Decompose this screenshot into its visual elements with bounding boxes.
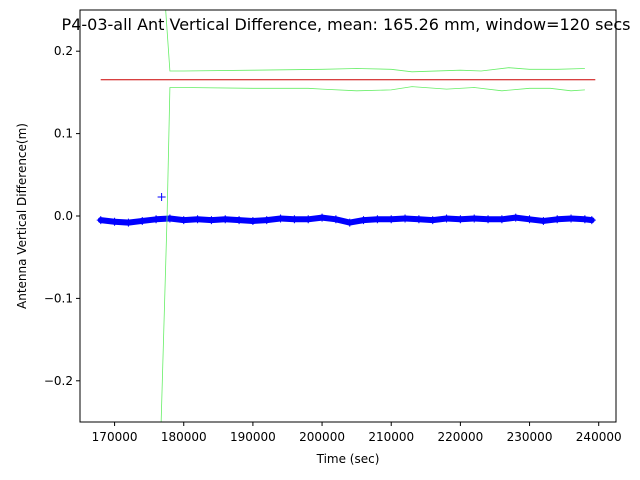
measurement-point bbox=[428, 216, 437, 225]
y-tick-label: −0.2 bbox=[44, 374, 73, 388]
measurement-point bbox=[96, 216, 105, 225]
measurement-point bbox=[414, 215, 423, 224]
measurement-point bbox=[387, 215, 396, 224]
measurement-point bbox=[497, 215, 506, 224]
measurement-point bbox=[152, 215, 161, 224]
y-tick-label: −0.1 bbox=[44, 291, 73, 305]
measurement-point bbox=[511, 213, 520, 222]
x-tick-label: 170000 bbox=[92, 430, 138, 444]
x-axis-label: Time (sec) bbox=[316, 452, 380, 466]
measurement-point bbox=[262, 216, 271, 225]
y-axis-label: Antenna Vertical Difference(m) bbox=[15, 123, 29, 309]
measurement-point bbox=[553, 215, 562, 224]
y-tick-label: 0.0 bbox=[54, 209, 73, 223]
upper-bound-line bbox=[165, 10, 585, 73]
measurement-point bbox=[442, 214, 451, 223]
measurement-point bbox=[580, 215, 589, 224]
measurement-point bbox=[484, 215, 493, 224]
measurement-point bbox=[318, 213, 327, 222]
measurement-point bbox=[401, 214, 410, 223]
measurement-point bbox=[359, 216, 368, 225]
measurement-point bbox=[248, 216, 257, 225]
y-axis: 0.2 0.1 0.0 −0.1 −0.2 bbox=[44, 44, 80, 388]
chart-title: P4-03-all Ant Vertical Difference, mean:… bbox=[62, 15, 631, 34]
measurement-point bbox=[331, 215, 340, 224]
x-tick-label: 240000 bbox=[576, 430, 622, 444]
outlier-point bbox=[157, 193, 166, 202]
x-tick-label: 230000 bbox=[507, 430, 553, 444]
measurement-point bbox=[567, 214, 576, 223]
plot-area bbox=[96, 10, 596, 422]
measurement-point bbox=[290, 215, 299, 224]
measurement-point bbox=[470, 214, 479, 223]
measurement-point bbox=[193, 215, 202, 224]
measurement-point bbox=[179, 216, 188, 225]
measurement-point bbox=[124, 218, 133, 227]
measurement-point bbox=[207, 216, 216, 225]
x-tick-label: 200000 bbox=[299, 430, 345, 444]
lower-bound-line bbox=[160, 86, 585, 422]
measurement-point bbox=[587, 216, 596, 225]
measurement-point bbox=[373, 215, 382, 224]
x-tick-label: 180000 bbox=[161, 430, 207, 444]
measurement-point bbox=[235, 216, 244, 225]
measurement-point bbox=[345, 218, 354, 227]
measurement-point bbox=[456, 215, 465, 224]
y-tick-label: 0.1 bbox=[54, 127, 73, 141]
measurement-point bbox=[525, 215, 534, 224]
x-tick-label: 190000 bbox=[230, 430, 276, 444]
measurement-point bbox=[138, 216, 147, 225]
x-axis: 170000 180000 190000 200000 210000 220000 2300… bbox=[92, 422, 622, 444]
measurement-point bbox=[276, 214, 285, 223]
measurement-point bbox=[304, 215, 313, 224]
y-tick-label: 0.2 bbox=[54, 44, 73, 58]
measurement-point bbox=[539, 216, 548, 225]
x-tick-label: 210000 bbox=[368, 430, 414, 444]
x-tick-label: 220000 bbox=[437, 430, 483, 444]
measurement-point bbox=[110, 217, 119, 226]
measurement-point bbox=[221, 215, 230, 224]
